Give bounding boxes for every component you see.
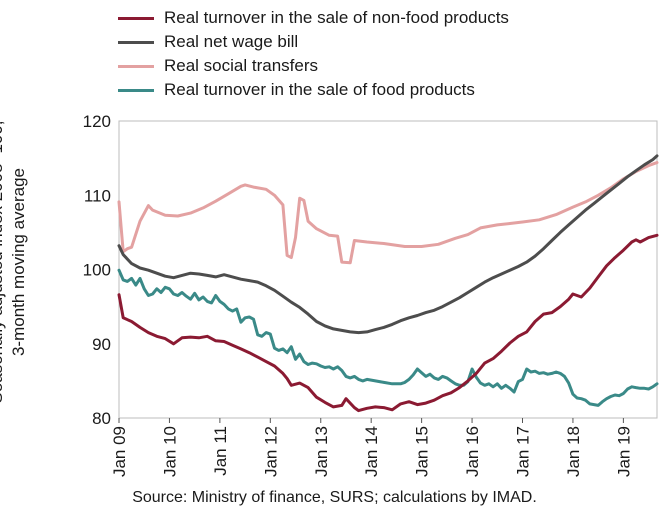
x-tick-label: Jan 12 (261, 426, 280, 477)
legend-swatch-social-transfers (118, 64, 154, 68)
y-tick-label: 80 (92, 409, 111, 428)
legend-item-social-transfers: Real social transfers (118, 54, 509, 78)
legend-item-food: Real turnover in the sale of food produc… (118, 78, 509, 102)
x-tick-label: Jan 18 (564, 426, 583, 477)
legend-label-non-food: Real turnover in the sale of non-food pr… (164, 8, 509, 27)
y-tick-label: 90 (92, 335, 111, 354)
legend-item-non-food: Real turnover in the sale of non-food pr… (118, 6, 509, 30)
y-axis-title-line-2: 3-month moving average (9, 167, 28, 357)
x-tick-label: Jan 19 (614, 426, 633, 477)
plot-area (118, 120, 658, 419)
legend-label-food: Real turnover in the sale of food produc… (164, 80, 475, 99)
x-axis: Jan 09 Jan 10 Jan 11 Jan 12 Jan 13 Jan 14 Jan … (110, 418, 633, 477)
legend-swatch-non-food (118, 16, 154, 20)
y-axis-title: Seasonally adjusted index 2008=100, 3-mo… (0, 82, 30, 442)
series-layer (117, 154, 659, 413)
x-tick-label: Jan 14 (362, 426, 381, 477)
y-tick-label: 120 (83, 112, 111, 131)
legend-label-wage-bill: Real net wage bill (164, 32, 299, 51)
legend-label-social-transfers: Real social transfers (164, 56, 319, 75)
series-line-wage-bill (117, 154, 659, 335)
x-tick-label: Jan 13 (312, 426, 331, 477)
legend-item-wage-bill: Real net wage bill (118, 30, 509, 54)
x-tick-label: Jan 10 (160, 426, 179, 477)
series-line-non-food (117, 233, 659, 413)
source-note: Source: Ministry of finance, SURS; calcu… (132, 489, 537, 506)
x-tick-label: Jan 15 (413, 426, 432, 477)
y-tick-label: 100 (83, 261, 111, 280)
x-tick-label: Jan 16 (463, 426, 482, 477)
series-line-food (117, 268, 659, 407)
x-tick-label: Jan 09 (110, 426, 129, 477)
legend-swatch-wage-bill (118, 40, 154, 44)
x-tick-label: Jan 17 (514, 426, 533, 477)
legend: Real turnover in the sale of non-food pr… (118, 6, 509, 102)
series-line-social-transfers (117, 161, 659, 265)
y-axis-title-line-1: Seasonally adjusted index 2008=100, (0, 120, 6, 404)
legend-swatch-food (118, 88, 154, 92)
x-tick-label: Jan 11 (211, 426, 230, 476)
y-axis: 80 90 100 110 120 (83, 112, 111, 428)
y-tick-label: 110 (84, 186, 111, 205)
